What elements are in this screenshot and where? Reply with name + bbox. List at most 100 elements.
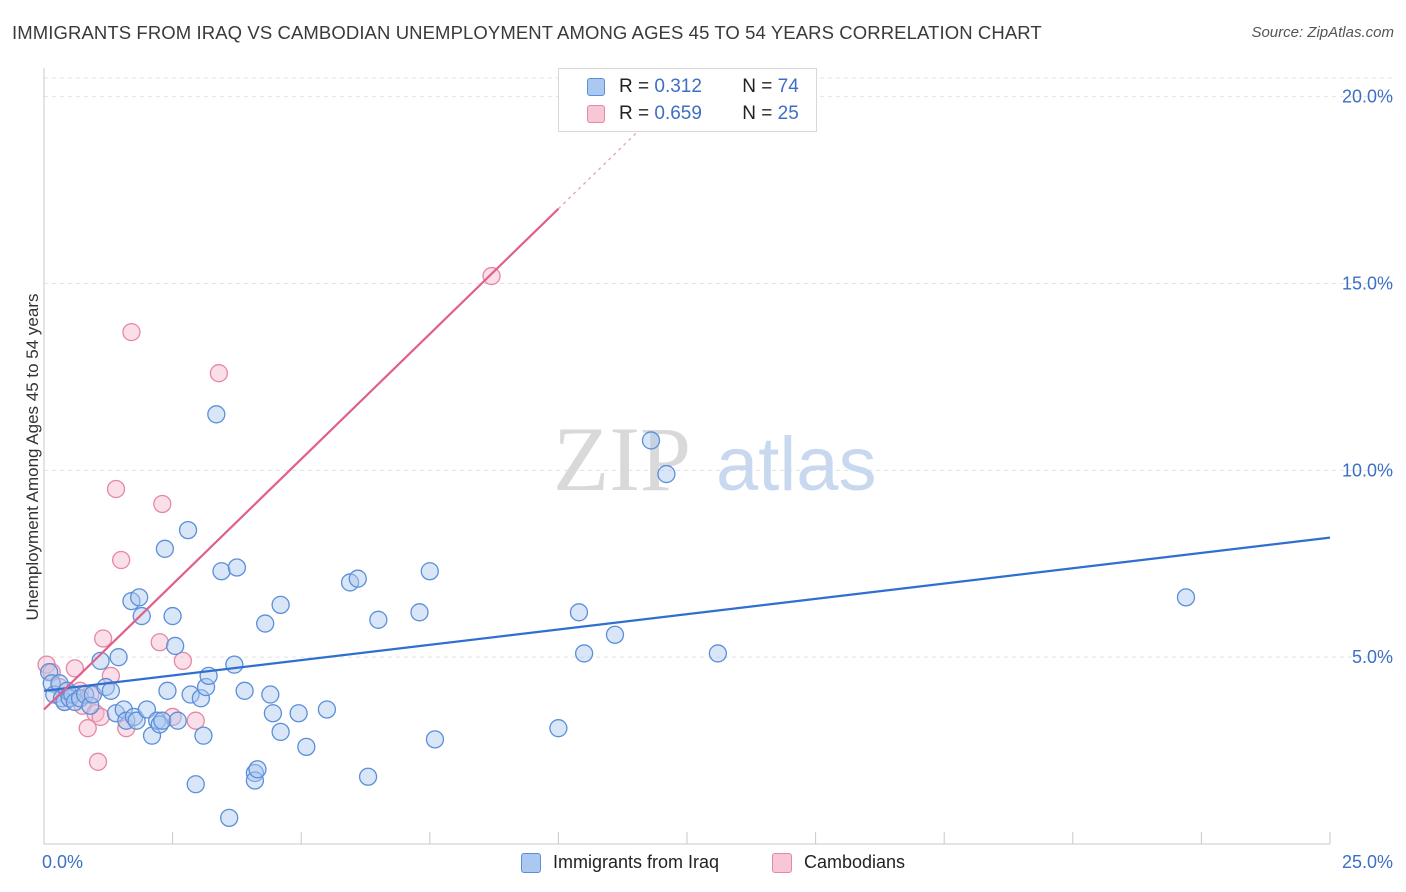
iraq-point	[114, 700, 133, 719]
iraq-point	[186, 775, 205, 794]
watermark: ZIP atlas	[553, 408, 877, 510]
iraq-point	[369, 610, 388, 629]
iraq-point	[207, 405, 226, 424]
iraq-point	[348, 569, 367, 588]
iraq-point	[225, 655, 244, 674]
cambodians-trend-line	[43, 207, 560, 711]
iraq-point	[657, 464, 676, 484]
iraq-trend-line	[43, 536, 1331, 692]
iraq-point	[166, 636, 185, 656]
iraq-point	[191, 689, 211, 708]
legend-cam-r-value: 0.659	[654, 103, 702, 124]
iraq-point	[410, 603, 429, 622]
legend-iraq-r-label: R =	[619, 76, 650, 97]
cambodians-point	[101, 666, 121, 686]
axes	[43, 68, 1331, 845]
iraq-point	[271, 595, 290, 615]
y-tick-label-5: 5.0%	[1352, 647, 1393, 667]
cambodians-point	[150, 633, 169, 652]
cambodians-point	[78, 719, 97, 738]
iraq-point	[289, 704, 308, 723]
iraq-point	[196, 677, 216, 697]
iraq-point	[178, 520, 198, 540]
bottom-legend-swatch-iraq	[521, 852, 541, 873]
iraq-point	[127, 711, 146, 730]
cambodians-point	[65, 659, 85, 678]
iraq-point	[227, 558, 247, 577]
legend-swatch-cambodia	[587, 105, 605, 123]
iraq-point	[569, 603, 589, 622]
watermark-zip: ZIP	[553, 408, 691, 510]
iraq-point	[235, 681, 254, 700]
iraq-point	[212, 562, 231, 581]
chart-title: IMMIGRANTS FROM IRAQ VS CAMBODIAN UNEMPL…	[12, 22, 1042, 43]
tick-labels: 5.0% 10.0% 15.0% 20.0% 0.0% 25.0%	[42, 87, 1393, 872]
iraq-point	[153, 711, 172, 730]
legend-cam-r-label: R =	[619, 103, 650, 124]
legend-iraq-r-value: 0.312	[654, 76, 702, 97]
legend-cam-n-value: 25	[777, 103, 799, 124]
iraq-point	[1176, 588, 1196, 607]
cambodians-point	[209, 364, 229, 383]
y-tick-label-10: 10.0%	[1342, 460, 1393, 480]
cambodians-point	[153, 494, 172, 514]
bottom-legend-iraq: Immigrants from Iraq	[521, 852, 719, 873]
iraq-point	[42, 674, 61, 693]
trend-lines	[43, 128, 1331, 711]
iraq-point	[245, 771, 265, 790]
iraq-point	[317, 700, 337, 719]
cambodians-point	[482, 266, 501, 286]
iraq-point	[549, 719, 568, 738]
iraq-point	[155, 539, 175, 558]
iraq-point	[425, 730, 445, 749]
grid-lines	[44, 77, 1395, 658]
legend-row-iraq: R = 0.312 N = 74	[587, 74, 799, 100]
iraq-point	[641, 431, 661, 450]
iraq-point	[130, 588, 149, 607]
iraq-point	[39, 662, 59, 682]
legend-cam-n-label: N =	[742, 103, 773, 124]
iraq-point	[181, 685, 200, 704]
bottom-legend-swatch-cambodia	[772, 852, 792, 873]
x-tick-label-max: 25.0%	[1342, 852, 1393, 872]
iraq-point	[220, 808, 239, 827]
iraq-point	[574, 644, 594, 663]
iraq-point	[256, 614, 275, 633]
iraq-point	[132, 606, 151, 626]
legend-swatch-iraq	[587, 78, 605, 96]
bottom-legend-cambodia: Cambodians	[772, 852, 905, 873]
y-tick-label-15: 15.0%	[1342, 274, 1393, 294]
bottom-legend-iraq-label: Immigrants from Iraq	[553, 852, 720, 872]
iraq-point	[263, 704, 283, 723]
legend-iraq-n-label: N =	[742, 76, 773, 97]
iraq-point	[194, 726, 213, 745]
legend-row-cambodia: R = 0.659 N = 25	[587, 101, 799, 127]
cambodians-point	[106, 479, 126, 499]
iraq-point	[297, 737, 316, 756]
iraq-point	[91, 651, 110, 671]
iraq-point	[708, 644, 728, 663]
source-label: Source: ZipAtlas.com	[1251, 24, 1394, 41]
cambodians-point	[88, 752, 108, 771]
iraq-point	[101, 681, 121, 700]
iraq-point	[109, 648, 128, 667]
iraq-point	[420, 562, 439, 581]
bottom-legend-cam-label: Cambodians	[804, 852, 906, 872]
cambodians-point	[186, 711, 205, 730]
cambodians-point	[122, 322, 141, 342]
watermark-atlas: atlas	[716, 422, 877, 507]
iraq-point	[168, 711, 187, 730]
iraq-point	[163, 606, 182, 626]
y-axis-label: Unemployment Among Ages 45 to 54 years	[23, 294, 42, 621]
iraq-point	[358, 767, 378, 786]
iraq-point	[605, 625, 625, 644]
iraq-point	[248, 760, 267, 779]
iraq-point	[158, 681, 177, 700]
iraq-point	[261, 685, 280, 704]
iraq-point	[271, 722, 290, 742]
iraq-point	[81, 696, 100, 715]
cambodians-trend-extension	[557, 128, 642, 210]
iraq-point	[137, 700, 157, 719]
cambodians-point	[94, 629, 113, 648]
